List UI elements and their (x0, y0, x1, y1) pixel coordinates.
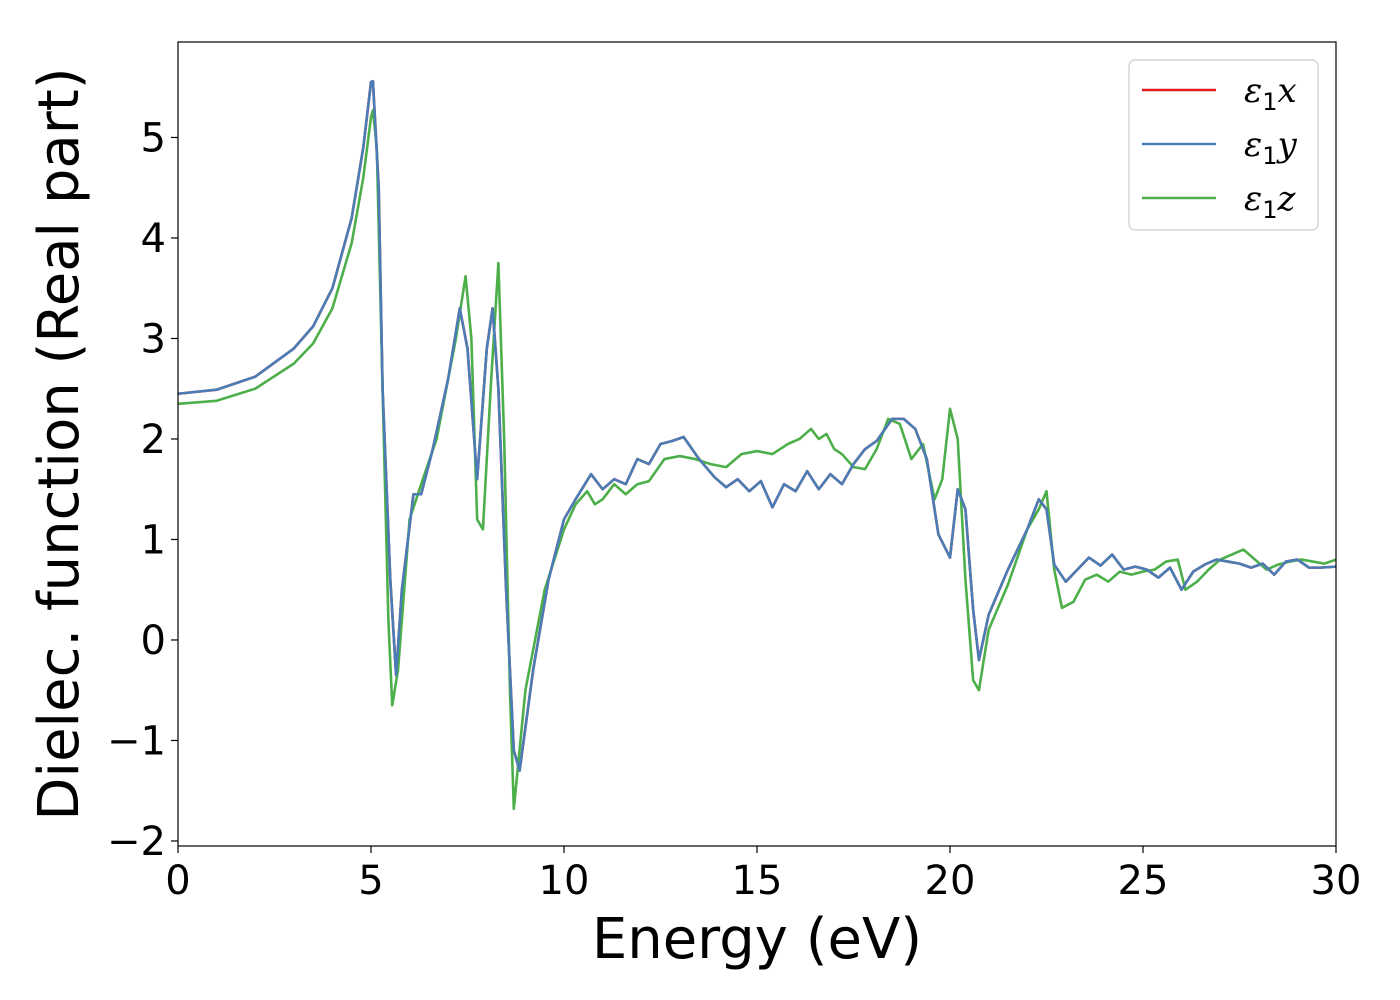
x-tick-label: 0 (165, 858, 190, 904)
series-line-y (178, 79, 1336, 772)
x-tick-label: 20 (925, 858, 976, 904)
y-tick-label: 3 (141, 316, 166, 362)
legend: ε1x ε1y ε1z (1128, 59, 1319, 231)
series-layer (178, 79, 1336, 811)
legend-entry-x: ε1x (1142, 71, 1297, 116)
y-tick-label: 4 (141, 216, 166, 262)
y-tick-label: 0 (141, 618, 166, 664)
x-axis-title: Energy (eV) (592, 907, 922, 972)
y-axis-title: Dielec. function (Real part) (27, 67, 92, 820)
y-tick-label: 1 (141, 517, 166, 563)
y-tick-label: 2 (141, 417, 166, 463)
y-tick-label: −2 (107, 819, 166, 865)
legend-entry-z: ε1z (1142, 179, 1297, 224)
legend-label: ε1y (1244, 125, 1298, 170)
x-axis: 0 5 10 15 20 25 30 (165, 846, 1361, 904)
legend-label: ε1z (1244, 179, 1297, 224)
x-tick-label: 5 (358, 858, 383, 904)
y-axis: −2 −1 0 1 2 3 4 5 (107, 115, 178, 865)
x-tick-label: 15 (732, 858, 783, 904)
legend-entry-y: ε1y (1142, 125, 1298, 170)
x-tick-label: 10 (539, 858, 590, 904)
x-tick-label: 30 (1311, 858, 1362, 904)
legend-frame (1128, 59, 1319, 231)
y-tick-label: 5 (141, 115, 166, 161)
y-tick-label: −1 (107, 718, 166, 764)
legend-label: ε1x (1244, 71, 1297, 116)
x-tick-label: 25 (1118, 858, 1169, 904)
